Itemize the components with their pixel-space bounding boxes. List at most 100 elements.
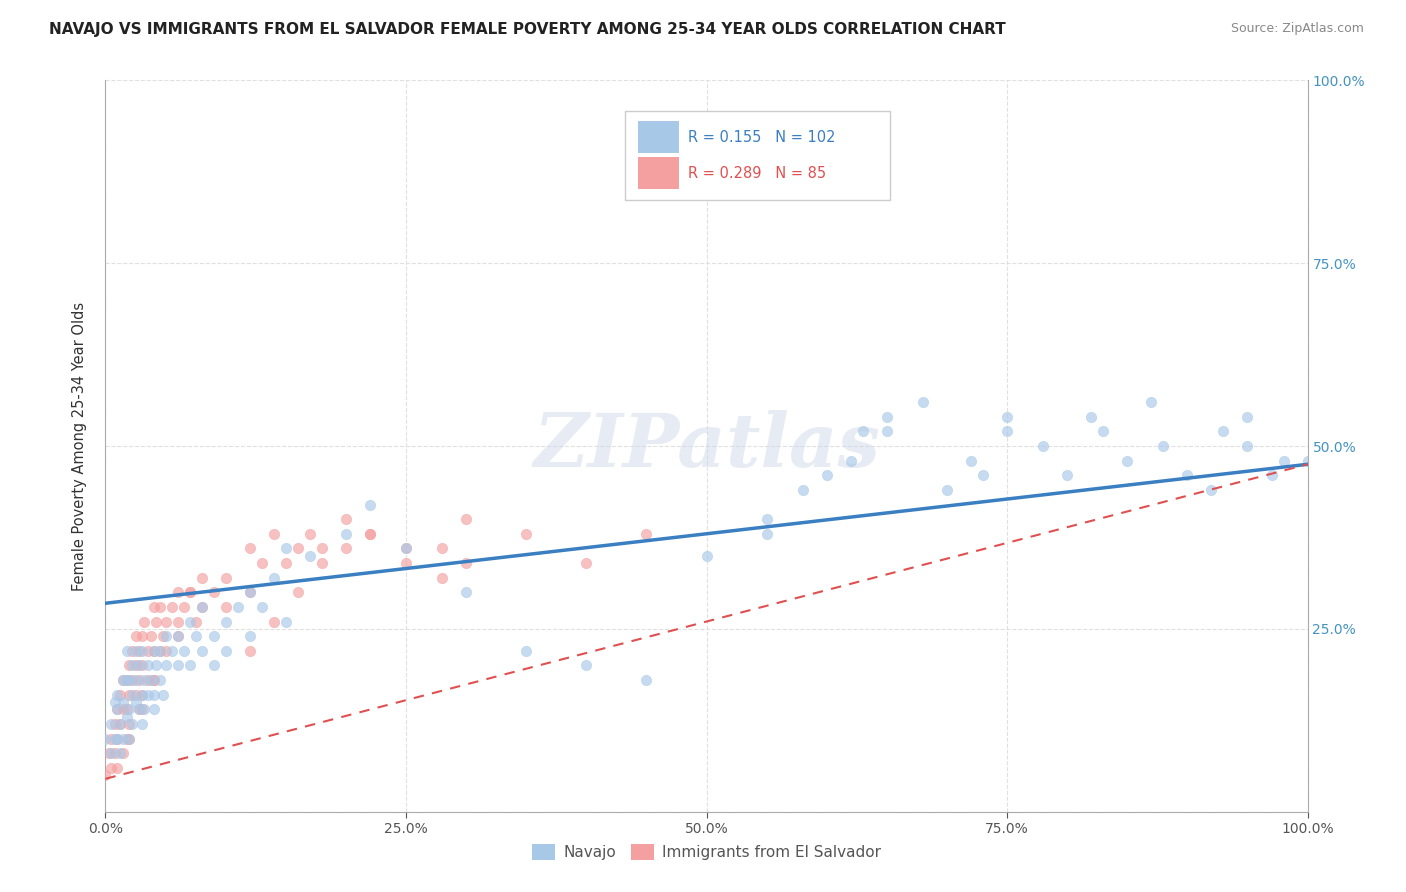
Point — [148, 644, 170, 658]
Point — [166, 615, 188, 629]
Point — [142, 673, 165, 687]
Point — [131, 658, 153, 673]
Point — [115, 709, 138, 723]
Point — [515, 644, 537, 658]
Point — [250, 599, 273, 614]
Point — [108, 717, 131, 731]
Point — [155, 658, 177, 673]
Point — [108, 717, 131, 731]
Point — [108, 688, 131, 702]
Point — [359, 526, 381, 541]
Point — [118, 673, 141, 687]
Point — [190, 599, 212, 614]
Point — [132, 673, 155, 687]
Point — [132, 702, 155, 716]
Point — [166, 629, 188, 643]
Point — [335, 526, 357, 541]
Point — [124, 673, 146, 687]
Point — [155, 644, 177, 658]
Point — [184, 629, 207, 643]
Point — [112, 673, 135, 687]
Point — [112, 695, 135, 709]
Point — [1092, 425, 1115, 439]
Point — [575, 658, 598, 673]
Point — [100, 731, 122, 746]
Point — [142, 673, 165, 687]
Point — [395, 541, 418, 556]
Point — [1272, 453, 1295, 467]
Point — [311, 541, 333, 556]
Point — [152, 629, 174, 643]
Point — [263, 615, 285, 629]
Point — [335, 512, 357, 526]
Point — [936, 483, 959, 497]
Point — [202, 658, 225, 673]
Point — [104, 717, 127, 731]
Point — [995, 409, 1018, 424]
Point — [118, 731, 141, 746]
Point — [852, 425, 875, 439]
Point — [1201, 483, 1223, 497]
Point — [274, 615, 297, 629]
Point — [454, 512, 477, 526]
Point — [115, 644, 138, 658]
Point — [239, 644, 262, 658]
Point — [1056, 468, 1078, 483]
Point — [148, 673, 170, 687]
Point — [274, 556, 297, 570]
Point — [972, 468, 994, 483]
Point — [98, 746, 121, 760]
Point — [131, 688, 153, 702]
Point — [107, 761, 129, 775]
Point — [1236, 439, 1258, 453]
Point — [696, 549, 718, 563]
Point — [131, 717, 153, 731]
Point — [1175, 468, 1198, 483]
Point — [121, 673, 143, 687]
Point — [359, 498, 381, 512]
Point — [995, 425, 1018, 439]
Point — [136, 673, 159, 687]
Point — [430, 571, 453, 585]
Point — [166, 629, 188, 643]
Point — [94, 731, 117, 746]
Point — [298, 549, 321, 563]
Point — [112, 731, 135, 746]
Point — [104, 731, 127, 746]
Point — [226, 599, 249, 614]
Point — [121, 717, 143, 731]
Point — [112, 702, 135, 716]
Point — [145, 658, 167, 673]
Point — [515, 526, 537, 541]
FancyBboxPatch shape — [624, 111, 890, 200]
Point — [132, 615, 155, 629]
Point — [173, 599, 195, 614]
Point — [214, 644, 236, 658]
Point — [454, 585, 477, 599]
Point — [155, 629, 177, 643]
Point — [155, 615, 177, 629]
Point — [145, 615, 167, 629]
Point — [839, 453, 862, 467]
Point — [118, 717, 141, 731]
Point — [287, 541, 309, 556]
Point — [107, 731, 129, 746]
Point — [136, 688, 159, 702]
Point — [239, 629, 262, 643]
Text: NAVAJO VS IMMIGRANTS FROM EL SALVADOR FEMALE POVERTY AMONG 25-34 YEAR OLDS CORRE: NAVAJO VS IMMIGRANTS FROM EL SALVADOR FE… — [49, 22, 1005, 37]
Point — [179, 585, 201, 599]
Point — [136, 644, 159, 658]
Text: R = 0.289   N = 85: R = 0.289 N = 85 — [689, 167, 827, 181]
Point — [214, 615, 236, 629]
Text: R = 0.155   N = 102: R = 0.155 N = 102 — [689, 130, 837, 145]
Point — [131, 629, 153, 643]
Point — [179, 615, 201, 629]
Point — [112, 746, 135, 760]
Point — [128, 702, 150, 716]
Point — [359, 526, 381, 541]
Point — [166, 658, 188, 673]
Point — [160, 599, 183, 614]
Point — [142, 599, 165, 614]
Point — [190, 644, 212, 658]
Point — [1236, 409, 1258, 424]
